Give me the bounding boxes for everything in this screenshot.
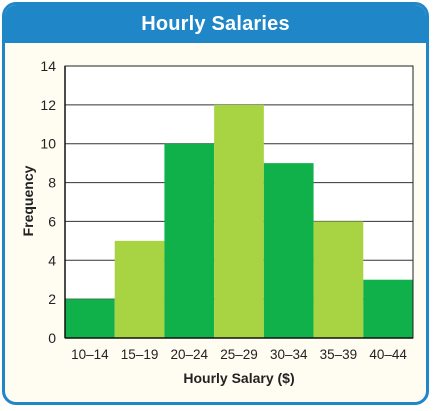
y-axis-label: Frequency <box>20 165 36 236</box>
x-tick-labels: 10–14 15–19 20–24 25–29 30–34 35–39 40–44 <box>71 347 407 362</box>
x-tick-label: 35–39 <box>320 347 358 362</box>
bar-40–44 <box>363 279 413 338</box>
x-tick-label: 25–29 <box>220 347 258 362</box>
bar-35–39 <box>313 221 364 338</box>
axes <box>64 65 414 339</box>
y-tick-label: 8 <box>48 175 56 191</box>
x-tick-label: 15–19 <box>121 347 159 362</box>
bar-15–19 <box>114 240 165 338</box>
y-tick-label: 2 <box>48 291 56 307</box>
x-tick-label: 10–14 <box>71 347 109 362</box>
x-tick-label: 40–44 <box>369 347 407 362</box>
bar-25–29 <box>214 104 264 338</box>
y-tick-label: 12 <box>40 97 56 113</box>
y-tick-label: 0 <box>48 330 56 346</box>
x-axis-label: Hourly Salary ($) <box>183 370 294 386</box>
y-tick-label: 10 <box>40 136 56 152</box>
bar-20–24 <box>164 143 215 338</box>
x-tick-label: 30–34 <box>270 347 308 362</box>
bars <box>65 104 413 338</box>
chart-title: Hourly Salaries <box>5 5 426 43</box>
y-tick-label: 14 <box>40 58 56 74</box>
y-tick-label: 4 <box>48 252 56 268</box>
y-tick-label: 6 <box>48 213 56 229</box>
bar-30–34 <box>263 163 314 338</box>
y-tick-labels: 0 2 4 6 8 10 12 14 <box>40 58 56 346</box>
bar-10–14 <box>65 299 115 338</box>
x-tick-label: 20–24 <box>171 347 209 362</box>
